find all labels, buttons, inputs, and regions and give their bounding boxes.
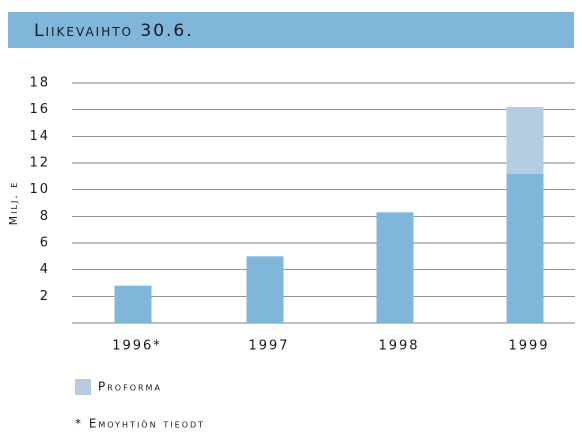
y-tick-label: 2 — [40, 289, 50, 304]
y-axis-label: Milj. e — [7, 181, 20, 226]
x-tick-label: 1996* — [112, 339, 162, 354]
y-tick-label: 16 — [29, 102, 50, 117]
legend-label: Proforma — [98, 380, 162, 394]
y-tick-label: 8 — [40, 209, 50, 224]
bar — [376, 212, 414, 323]
title-band — [8, 12, 574, 48]
bar — [114, 285, 152, 323]
y-tick-label: 10 — [29, 182, 50, 197]
bar — [506, 173, 544, 323]
y-tick-label: 14 — [29, 129, 50, 144]
x-tick-label: 1998 — [378, 339, 419, 354]
y-tick-label: 12 — [29, 156, 50, 171]
footnote: * Emoyhtiön tieodt — [75, 417, 205, 431]
y-tick-label: 18 — [29, 76, 50, 91]
bar — [246, 256, 284, 323]
chart-title: Liikevaihto 30.6. — [34, 21, 194, 41]
legend-swatch — [75, 379, 91, 395]
x-tick-label: 1999 — [508, 339, 549, 354]
x-tick-label: 1997 — [248, 339, 289, 354]
y-tick-label: 6 — [40, 236, 50, 251]
y-tick-label: 4 — [40, 262, 50, 277]
bar — [506, 107, 544, 174]
